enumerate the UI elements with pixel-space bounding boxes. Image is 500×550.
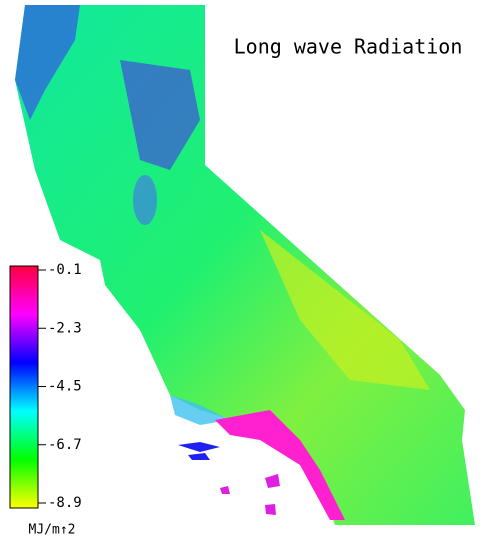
state-shape	[15, 5, 475, 525]
island	[178, 442, 220, 452]
north-mountains	[120, 60, 200, 170]
map-title: Long wave Radiation	[234, 35, 463, 59]
island	[220, 486, 230, 494]
tick-label: -6.7	[48, 437, 82, 453]
north-coast-blue	[15, 5, 80, 120]
island	[265, 474, 280, 488]
tick-label: -4.5	[48, 379, 82, 395]
colorbar-unit: MJ/m↑2	[29, 523, 76, 538]
island	[265, 504, 276, 515]
tick-label: -8.9	[48, 495, 82, 511]
la-basin	[215, 410, 345, 520]
coastal-south	[170, 395, 230, 425]
california	[15, 5, 475, 525]
tick-label: -0.1	[48, 262, 82, 278]
island	[188, 453, 210, 460]
central-valley-spot	[133, 175, 157, 225]
desert-yellow	[260, 230, 430, 390]
colorbar	[9, 265, 39, 509]
tick-label: -2.3	[48, 320, 82, 336]
